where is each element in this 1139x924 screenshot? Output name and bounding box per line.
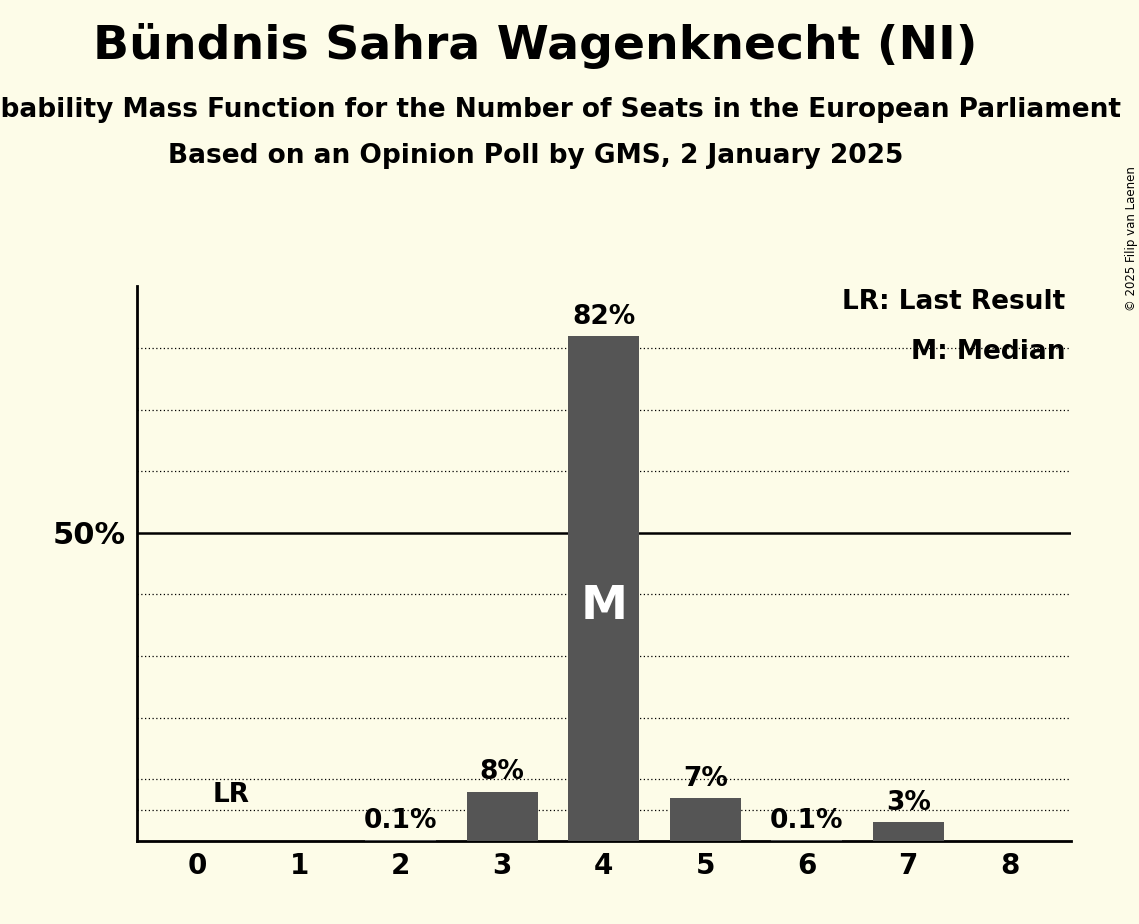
Text: 0.1%: 0.1% [363,808,437,834]
Text: Based on an Opinion Poll by GMS, 2 January 2025: Based on an Opinion Poll by GMS, 2 Janua… [167,143,903,169]
Text: Probability Mass Function for the Number of Seats in the European Parliament: Probability Mass Function for the Number… [0,97,1121,123]
Text: LR: Last Result: LR: Last Result [843,289,1066,315]
Bar [872,822,944,841]
Text: 82%: 82% [572,304,636,330]
Text: M: Median: M: Median [911,339,1066,365]
Bar [467,792,538,841]
Text: 3%: 3% [886,790,931,816]
Text: Bündnis Sahra Wagenknecht (NI): Bündnis Sahra Wagenknecht (NI) [93,23,977,69]
Text: 0.1%: 0.1% [770,808,844,834]
Text: 7%: 7% [682,766,728,792]
Text: 8%: 8% [480,760,525,785]
Text: © 2025 Filip van Laenen: © 2025 Filip van Laenen [1124,166,1138,311]
Bar [670,797,740,841]
Text: M: M [580,584,628,629]
Bar [568,335,639,841]
Text: LR: LR [213,783,249,808]
